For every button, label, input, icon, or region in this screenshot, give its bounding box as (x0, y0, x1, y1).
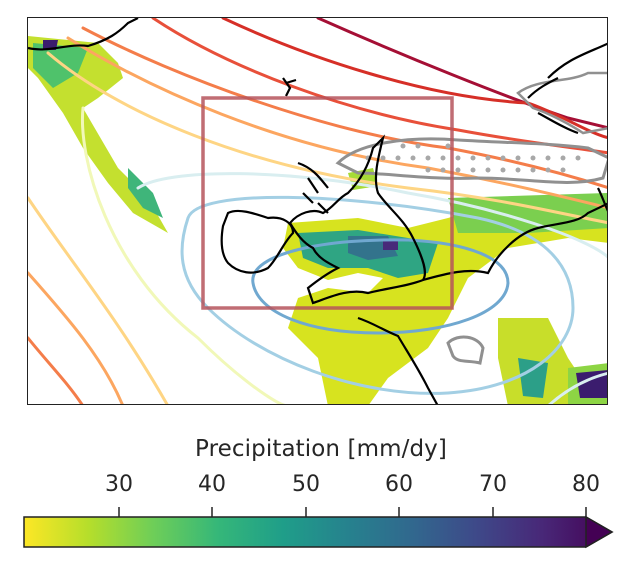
colorbar-tick-label: 50 (292, 472, 320, 497)
colorbar-tick-label: 60 (385, 472, 413, 497)
colorbar-tick-label: 80 (572, 472, 600, 497)
significance-stippling (335, 71, 607, 365)
target-region-box (201, 96, 454, 310)
map-plot (28, 18, 607, 404)
colorbar (23, 507, 614, 549)
contour-lines (28, 18, 607, 404)
colorbar-tick-label: 70 (479, 472, 507, 497)
map-panel (27, 17, 608, 405)
colorbar-tick-label: 30 (105, 472, 133, 497)
colorbar-ticks (118, 507, 587, 517)
colorbar-extend-max-arrow (585, 515, 614, 549)
colorbar-body (23, 516, 614, 548)
colorbar-label: Precipitation [mm/dy] (195, 436, 447, 462)
coastlines (28, 18, 607, 404)
colorbar-tick-label: 40 (198, 472, 226, 497)
